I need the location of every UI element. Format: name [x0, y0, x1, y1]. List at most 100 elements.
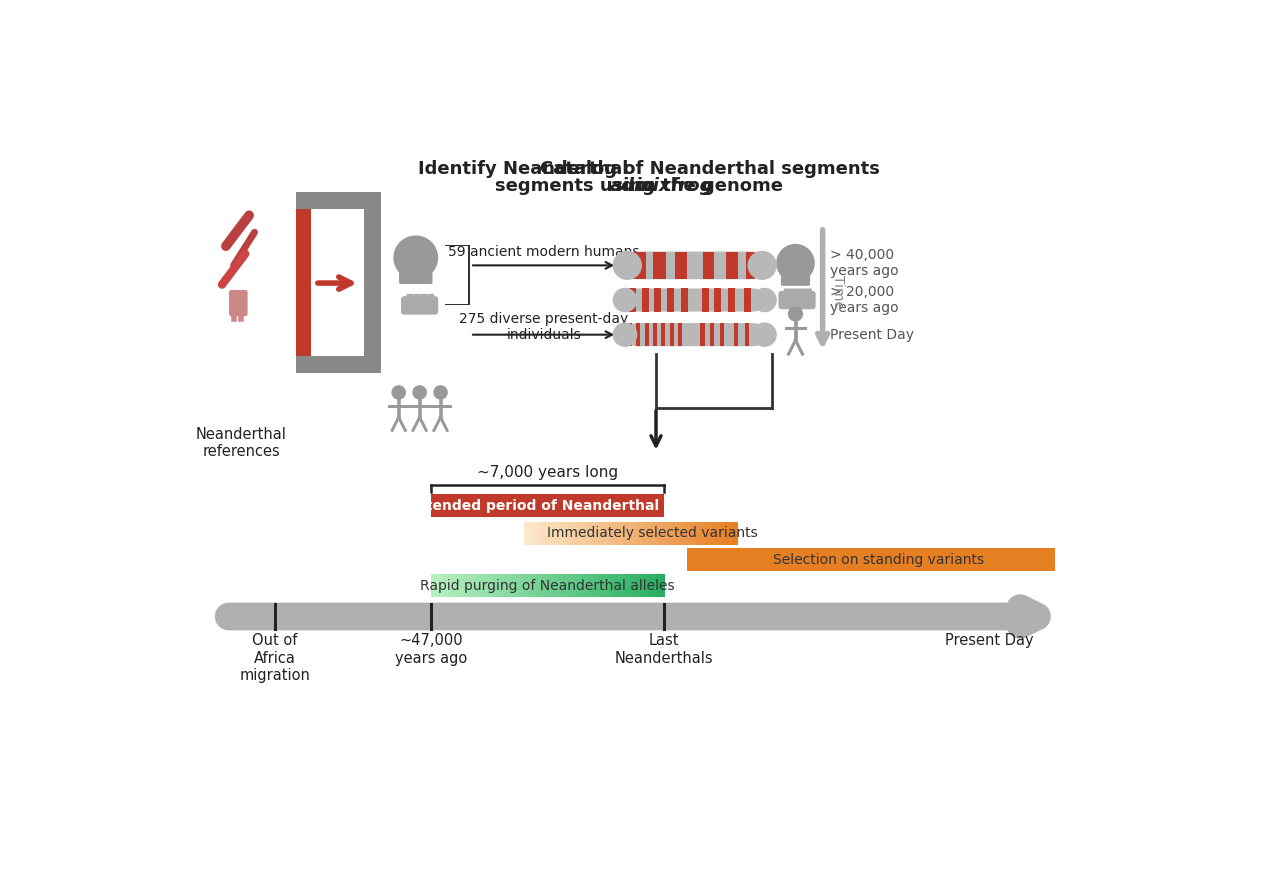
- FancyBboxPatch shape: [399, 269, 433, 284]
- Bar: [589, 574, 591, 598]
- Bar: [572, 574, 576, 598]
- Bar: [525, 574, 527, 598]
- Bar: [553, 521, 556, 545]
- Bar: [723, 521, 726, 545]
- Bar: [733, 521, 736, 545]
- Bar: [558, 521, 561, 545]
- Bar: [701, 289, 709, 312]
- Bar: [658, 521, 660, 545]
- Circle shape: [753, 289, 776, 312]
- Bar: [449, 574, 452, 598]
- Bar: [549, 521, 552, 545]
- Circle shape: [394, 237, 438, 280]
- Bar: [581, 521, 584, 545]
- Bar: [552, 574, 554, 598]
- Bar: [529, 574, 531, 598]
- Bar: [549, 574, 552, 598]
- Bar: [701, 521, 704, 545]
- Bar: [652, 574, 655, 598]
- Bar: [609, 574, 612, 598]
- Bar: [703, 252, 714, 280]
- FancyBboxPatch shape: [428, 294, 434, 303]
- Bar: [616, 574, 618, 598]
- Bar: [568, 574, 572, 598]
- Bar: [700, 323, 704, 346]
- Bar: [613, 574, 616, 598]
- Bar: [550, 521, 553, 545]
- Bar: [511, 574, 513, 598]
- Circle shape: [613, 252, 641, 280]
- Bar: [508, 574, 512, 598]
- Bar: [589, 521, 591, 545]
- Bar: [579, 574, 581, 598]
- Bar: [641, 521, 644, 545]
- Bar: [445, 304, 470, 306]
- Bar: [644, 574, 648, 598]
- Bar: [474, 574, 476, 598]
- Bar: [458, 574, 461, 598]
- Bar: [600, 574, 603, 598]
- Bar: [431, 494, 664, 517]
- Bar: [627, 521, 630, 545]
- Bar: [714, 521, 717, 545]
- Bar: [645, 521, 648, 545]
- Bar: [654, 574, 657, 598]
- Bar: [612, 574, 614, 598]
- Bar: [527, 521, 530, 545]
- Bar: [639, 574, 641, 598]
- Text: Selection on standing variants: Selection on standing variants: [773, 553, 984, 566]
- Bar: [678, 323, 682, 346]
- Bar: [630, 289, 636, 312]
- Bar: [539, 521, 541, 545]
- Bar: [481, 574, 484, 598]
- Bar: [530, 521, 532, 545]
- Bar: [468, 245, 470, 304]
- Text: ~47,000
years ago: ~47,000 years ago: [396, 633, 467, 666]
- Bar: [472, 574, 475, 598]
- Text: Rapid purging of Neanderthal alleles: Rapid purging of Neanderthal alleles: [420, 579, 675, 592]
- Bar: [662, 574, 664, 598]
- Circle shape: [613, 289, 636, 312]
- Bar: [618, 521, 621, 545]
- Bar: [691, 521, 694, 545]
- Bar: [675, 252, 686, 280]
- Text: admixfrog: admixfrog: [609, 177, 713, 194]
- FancyBboxPatch shape: [229, 290, 247, 316]
- Bar: [466, 574, 468, 598]
- FancyBboxPatch shape: [413, 294, 420, 303]
- Bar: [544, 574, 547, 598]
- Bar: [536, 574, 539, 598]
- Bar: [538, 574, 540, 598]
- Bar: [556, 574, 558, 598]
- Bar: [531, 521, 534, 545]
- Circle shape: [777, 245, 814, 281]
- Text: Out of
Africa
migration: Out of Africa migration: [239, 633, 310, 684]
- Bar: [635, 574, 637, 598]
- Bar: [563, 574, 566, 598]
- Bar: [296, 357, 381, 373]
- Bar: [453, 574, 456, 598]
- Text: Single extended period of Neanderthal gene flow: Single extended period of Neanderthal ge…: [355, 498, 741, 513]
- Bar: [571, 574, 573, 598]
- Bar: [623, 521, 626, 545]
- Bar: [710, 521, 713, 545]
- Bar: [620, 574, 622, 598]
- Bar: [649, 521, 652, 545]
- Bar: [557, 574, 559, 598]
- Bar: [591, 521, 594, 545]
- Bar: [609, 521, 612, 545]
- Bar: [696, 521, 699, 545]
- Bar: [447, 574, 449, 598]
- Bar: [631, 252, 646, 280]
- Bar: [435, 574, 438, 598]
- Bar: [623, 574, 626, 598]
- Bar: [573, 521, 576, 545]
- Bar: [614, 521, 617, 545]
- Circle shape: [392, 386, 406, 399]
- Bar: [669, 323, 673, 346]
- Bar: [563, 521, 566, 545]
- Circle shape: [788, 307, 803, 321]
- Bar: [637, 521, 640, 545]
- Bar: [484, 574, 486, 598]
- Bar: [451, 574, 453, 598]
